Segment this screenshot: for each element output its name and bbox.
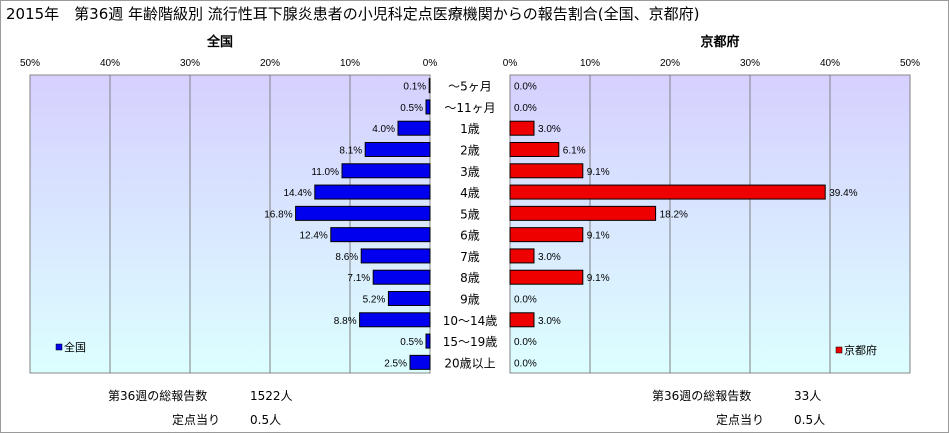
kyoto-data-label: 18.2% <box>660 209 688 220</box>
age-category-label: ～5ヶ月 <box>448 80 492 94</box>
kyoto-x-tick-label: 0% <box>503 58 518 69</box>
national-data-label: 0.5% <box>400 103 423 114</box>
kyoto-data-label: 3.0% <box>538 252 561 263</box>
kyoto-legend-label: 京都府 <box>844 343 877 357</box>
kyoto-bar <box>509 248 535 264</box>
kyoto-data-label: 9.1% <box>587 167 610 178</box>
kyoto-x-tick-label: 20% <box>660 58 680 69</box>
age-category-label: 9歳 <box>460 293 480 307</box>
kyoto-legend-swatch <box>835 346 843 354</box>
national-data-label: 8.8% <box>334 316 357 327</box>
age-category-label: 5歳 <box>460 207 480 221</box>
national-x-tick-label: 10% <box>340 58 360 69</box>
kyoto-bar <box>509 163 584 179</box>
national-legend-swatch <box>55 343 63 351</box>
kyoto-bar <box>509 312 535 328</box>
national-plot-area <box>29 74 431 374</box>
national-data-label: 2.5% <box>384 358 407 369</box>
kyoto-bar <box>509 142 560 157</box>
chart-title: 2015年 第36週 年齢階級別 流行性耳下腺炎患者の小児科定点医療機関からの報… <box>6 5 700 23</box>
national-data-label: 0.5% <box>400 337 423 348</box>
kyoto-data-label: 39.4% <box>829 188 857 199</box>
kyoto-x-tick-label: 10% <box>580 58 600 69</box>
age-category-label: ～11ヶ月 <box>444 101 495 115</box>
national-total-value: 1522人 <box>250 389 293 403</box>
kyoto-x-tick-label: 40% <box>820 58 840 69</box>
national-bar <box>341 163 431 179</box>
age-category-label: 2歳 <box>460 144 480 158</box>
kyoto-per-value: 0.5人 <box>794 413 826 427</box>
national-x-tick-label: 40% <box>100 58 120 69</box>
national-bar <box>425 333 431 349</box>
national-x-tick-label: 20% <box>260 58 280 69</box>
national-bar <box>428 78 431 94</box>
national-data-label: 12.4% <box>299 231 327 242</box>
kyoto-data-label: 0.0% <box>514 337 537 348</box>
national-bar <box>425 99 431 115</box>
age-category-label: 4歳 <box>460 186 480 200</box>
kyoto-data-label: 3.0% <box>538 124 561 135</box>
kyoto-data-label: 0.0% <box>514 358 537 369</box>
age-category-label: 7歳 <box>460 250 480 264</box>
kyoto-bar <box>509 205 657 221</box>
national-panel-title: 全国 <box>206 34 233 50</box>
kyoto-data-label: 9.1% <box>587 231 610 242</box>
national-bar <box>314 184 431 200</box>
kyoto-bar <box>509 227 584 243</box>
age-category-label: 15～19歳 <box>443 335 498 349</box>
national-x-tick-label: 50% <box>20 58 40 69</box>
national-data-label: 7.1% <box>347 273 370 284</box>
kyoto-data-label: 0.0% <box>514 103 537 114</box>
kyoto-data-label: 0.0% <box>514 295 537 306</box>
national-bar <box>295 205 431 221</box>
national-per-label: 定点当り <box>172 413 221 427</box>
national-data-label: 14.4% <box>283 188 311 199</box>
kyoto-bar <box>509 120 535 136</box>
age-category-label: 8歳 <box>460 271 480 285</box>
age-category-label: 1歳 <box>460 122 480 136</box>
kyoto-total-value: 33人 <box>794 389 822 403</box>
national-bar <box>364 142 431 157</box>
age-category-label: 20歳以上 <box>444 356 495 370</box>
kyoto-per-label: 定点当り <box>716 413 765 427</box>
age-category-label: 10～14歳 <box>443 314 498 328</box>
national-legend-label: 全国 <box>64 340 86 354</box>
national-bar <box>397 120 431 136</box>
age-category-label: 3歳 <box>460 165 480 179</box>
kyoto-x-tick-label: 50% <box>900 58 920 69</box>
national-bar <box>359 312 431 328</box>
national-total-label: 第36週の総報告数 <box>108 389 208 403</box>
national-bar <box>360 248 431 264</box>
national-bar <box>330 227 431 243</box>
kyoto-bar <box>509 269 584 285</box>
national-bar <box>387 291 431 306</box>
national-data-label: 0.1% <box>403 82 426 93</box>
kyoto-data-label: 0.0% <box>514 82 537 93</box>
kyoto-plot-area <box>509 74 911 374</box>
national-data-label: 8.1% <box>339 146 362 157</box>
national-data-label: 11.0% <box>311 167 339 178</box>
age-category-label: 6歳 <box>460 229 480 243</box>
national-data-label: 16.8% <box>264 209 292 220</box>
kyoto-data-label: 3.0% <box>538 316 561 327</box>
kyoto-total-label: 第36週の総報告数 <box>652 389 752 403</box>
kyoto-data-label: 6.1% <box>563 146 586 157</box>
national-data-label: 4.0% <box>372 124 395 135</box>
national-bar <box>372 269 431 285</box>
kyoto-bar <box>509 184 826 200</box>
national-per-value: 0.5人 <box>250 413 282 427</box>
national-data-label: 5.2% <box>363 295 386 306</box>
national-bar <box>409 354 431 370</box>
kyoto-data-label: 9.1% <box>587 273 610 284</box>
kyoto-panel-title: 京都府 <box>700 34 739 50</box>
national-x-tick-label: 30% <box>180 58 200 69</box>
national-data-label: 8.6% <box>335 252 358 263</box>
kyoto-x-tick-label: 30% <box>740 58 760 69</box>
national-x-tick-label: 0% <box>423 58 438 69</box>
